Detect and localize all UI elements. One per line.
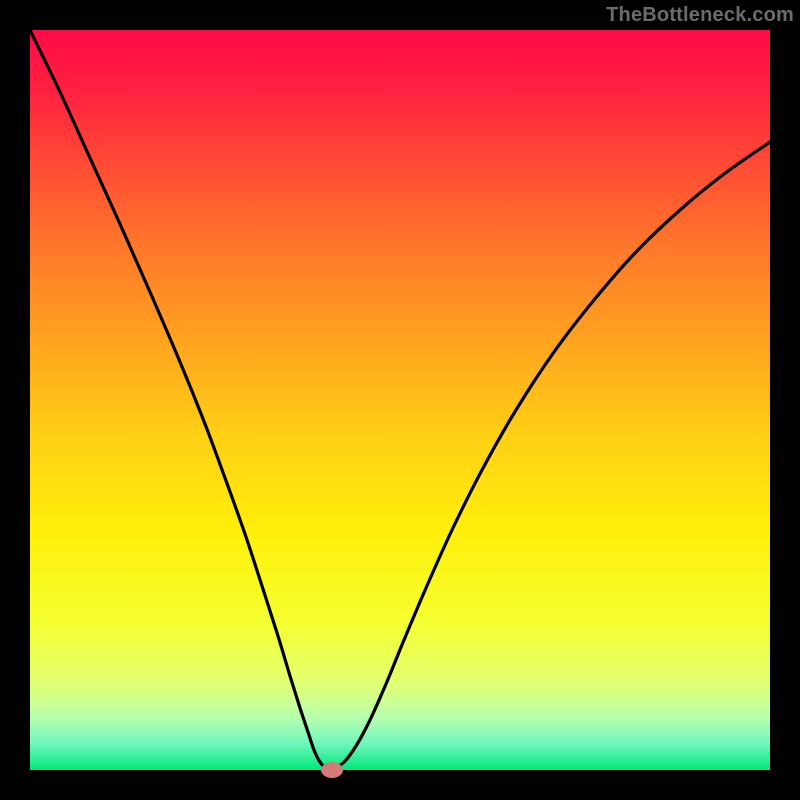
optimal-point-marker	[321, 762, 343, 778]
chart-container	[0, 0, 800, 800]
watermark-label: TheBottleneck.com	[606, 4, 794, 27]
bottleneck-curve	[30, 30, 770, 769]
curve-layer	[0, 0, 800, 800]
